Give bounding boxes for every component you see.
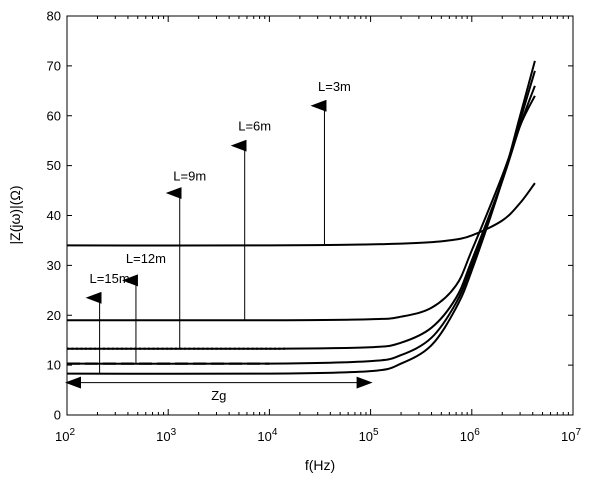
y-tick-label: 20 (47, 308, 61, 323)
y-axis-label: |Z(jω)|(Ω) (7, 186, 23, 245)
length-label: L=15m (90, 271, 130, 286)
x-tick-label: 104 (257, 427, 277, 444)
y-tick-label: 30 (47, 258, 61, 273)
length-label: L=3m (318, 79, 351, 94)
zg-label: Zg (211, 388, 226, 403)
length-label: L=9m (173, 169, 206, 184)
x-tick-label: 103 (156, 427, 176, 444)
y-tick-label: 40 (47, 208, 61, 223)
y-tick-label: 0 (54, 408, 61, 423)
series-line-1 (66, 182, 536, 247)
length-label: L=12m (126, 251, 166, 266)
series-line-3 (66, 85, 536, 350)
y-tick-label: 50 (47, 158, 61, 173)
length-label: L=6m (238, 119, 271, 134)
y-tick-label: 70 (47, 58, 61, 73)
y-tick-label: 80 (47, 9, 61, 24)
x-tick-label: 106 (460, 427, 480, 444)
series-line-5 (66, 60, 536, 375)
x-tick-label: 105 (359, 427, 379, 444)
x-tick-label: 107 (561, 427, 581, 444)
x-tick-label: 102 (55, 427, 75, 444)
plot-frame (66, 15, 574, 416)
y-tick-label: 60 (47, 108, 61, 123)
y-tick-label: 10 (47, 358, 61, 373)
x-axis-label: f(Hz) (305, 457, 335, 473)
